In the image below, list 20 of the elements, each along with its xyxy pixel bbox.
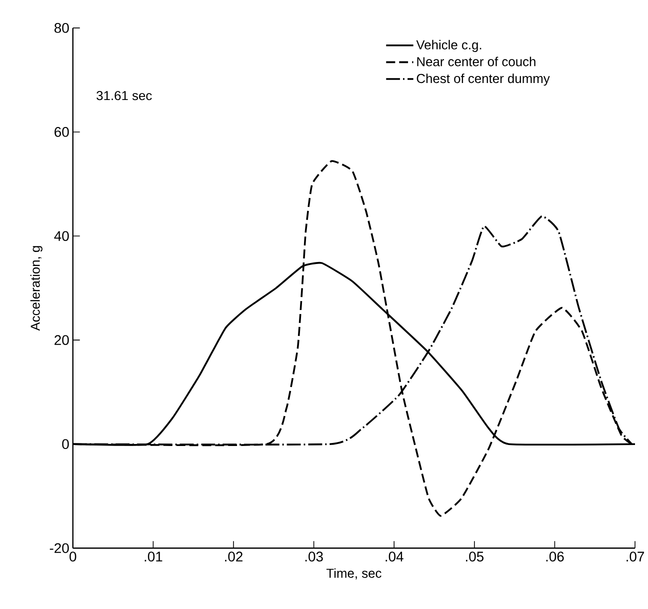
annotation: 31.61 sec (96, 90, 152, 100)
x-tick-label: .03 (305, 552, 323, 562)
y-tick-label: 40 (54, 231, 69, 241)
y-tick-label: 80 (54, 22, 69, 33)
y-tick-label: 0 (62, 439, 69, 450)
legend-label: Vehicle c.g. (416, 40, 482, 52)
y-axis-title: Acceleration, g (30, 246, 42, 331)
y-tick-label: -20 (50, 543, 69, 554)
x-tick-label: .04 (386, 552, 404, 562)
x-tick-label: .06 (546, 552, 564, 562)
y-tick-label: 20 (54, 335, 69, 345)
y-tick-label: 60 (54, 127, 69, 137)
x-tick-label: .02 (225, 552, 242, 562)
x-axis-title: Time, sec (326, 568, 382, 580)
x-tick-label: .07 (626, 552, 644, 562)
legend-label: Near center of couch (417, 56, 536, 66)
x-tick-label: .05 (466, 552, 484, 562)
x-tick-label: .01 (144, 552, 162, 562)
legend-label: Chest of center dummy (416, 74, 550, 86)
x-tick-label: 0 (70, 552, 76, 562)
